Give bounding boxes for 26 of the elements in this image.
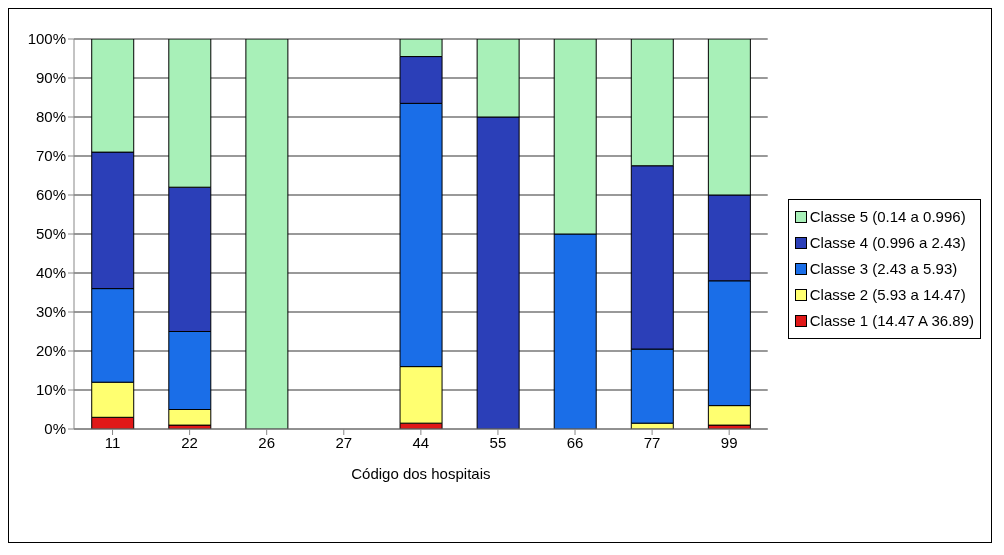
y-tick-label: 70% — [35, 147, 66, 165]
y-tick-label: 40% — [35, 264, 66, 282]
y-tick-label: 100% — [27, 30, 66, 48]
x-tick-label: 22 — [181, 433, 198, 451]
y-tick-label: 30% — [35, 303, 66, 321]
y-tick-label: 0% — [44, 420, 66, 438]
x-tick-label: 55 — [489, 433, 507, 451]
x-tick-label: 66 — [566, 433, 584, 451]
y-tick-label: 90% — [35, 69, 66, 87]
y-tick-label: 10% — [35, 381, 66, 399]
x-axis-title: Código dos hospitais — [351, 465, 491, 482]
legend-label: Classe 4 (0.996 a 2.43) — [809, 233, 966, 253]
legend-label: Classe 1 (14.47 A 36.89) — [809, 311, 974, 331]
legend-label: Classe 5 (0.14 a 0.996) — [809, 207, 966, 227]
y-tick-label: 50% — [35, 225, 66, 243]
x-tick-label: 77 — [643, 433, 661, 451]
legend-label: Classe 2 (5.93 a 14.47) — [809, 285, 966, 305]
x-tick-label: 26 — [258, 433, 276, 451]
y-tick-label: 80% — [35, 108, 66, 126]
x-tick-label: 44 — [412, 433, 430, 451]
x-tick-label: 99 — [720, 433, 738, 451]
y-tick-label: 20% — [35, 342, 66, 360]
y-tick-label: 60% — [35, 186, 66, 204]
x-tick-label: 11 — [104, 433, 121, 451]
legend-label: Classe 3 (2.43 a 5.93) — [809, 259, 958, 279]
x-tick-label: 27 — [335, 433, 353, 451]
